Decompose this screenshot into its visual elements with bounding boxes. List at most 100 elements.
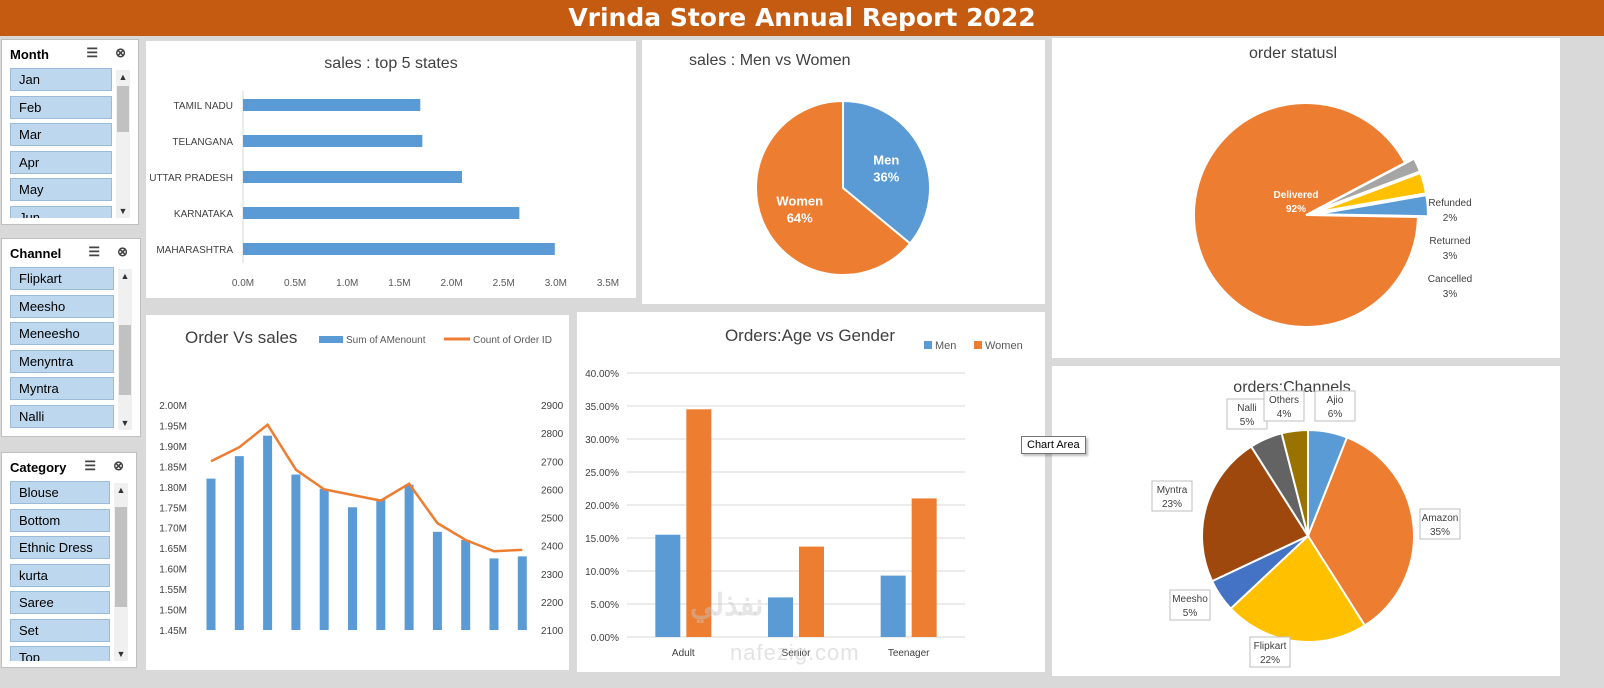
scroll-down-icon[interactable]: ▼ — [114, 647, 128, 661]
y-tick-label: 25.00% — [585, 468, 619, 479]
order-status-pie-chart: order statusl Delivered 92% Refunded 2% Retur… — [1193, 45, 1472, 328]
orders-channels-pie-chart: orders:ChannelsAjio6%Amazon35%Flipkart22… — [1151, 379, 1461, 668]
bar — [376, 499, 386, 630]
bar — [655, 534, 681, 637]
scroll-thumb[interactable] — [115, 507, 127, 607]
y-tick-label: 2.00M — [159, 401, 187, 412]
category-slicer[interactable]: Category ☰ ⊗ Blouse Bottom Ethnic Dress … — [1, 452, 137, 668]
y-tick-label: 1.85M — [159, 462, 187, 473]
gender-chart-panel[interactable]: sales : Men vs Women Men 36% Women 64% — [642, 40, 1045, 304]
slicer-item[interactable]: Saree — [10, 591, 110, 614]
multi-select-icon[interactable]: ☰ — [86, 45, 98, 60]
chart-area-tooltip: Chart Area — [1021, 436, 1086, 454]
clear-filter-icon[interactable]: ⊗ — [113, 458, 124, 473]
bar — [206, 478, 216, 630]
slice-value-label: 6% — [1328, 409, 1343, 420]
slicer-item[interactable]: Ethnic Dress — [10, 536, 110, 559]
order-vs-sales-chart: Order Vs sales Sum of AMenount Count of Or… — [159, 328, 564, 637]
slicer-item[interactable]: Feb — [10, 95, 112, 119]
y-tick-label: 30.00% — [585, 435, 619, 446]
slice-label: Cancelled — [1428, 274, 1472, 285]
scroll-down-icon[interactable]: ▼ — [118, 416, 132, 430]
legend-label: Count of Order ID — [473, 335, 552, 346]
channel-slicer[interactable]: Channel ☰ ⊗ Flipkart Meesho Meneesho Men… — [1, 238, 141, 437]
legend-swatch — [924, 341, 932, 349]
slicer-item[interactable]: Top — [10, 646, 110, 661]
channel-scrollbar[interactable]: ▲ ▼ — [118, 269, 132, 430]
chart-title: sales : top 5 states — [324, 55, 457, 72]
y2-tick-label: 2600 — [541, 485, 564, 496]
slice-value-label: 5% — [1183, 608, 1198, 619]
slicer-item[interactable]: Apr — [10, 150, 112, 174]
slice-value-label: 5% — [1240, 417, 1255, 428]
bar — [489, 558, 499, 630]
slice-value-label: 36% — [873, 170, 899, 185]
label-box — [1314, 390, 1356, 422]
pie-slice — [1315, 171, 1428, 214]
bar — [234, 456, 244, 630]
slicer-item[interactable]: Nalli — [10, 404, 114, 428]
scroll-up-icon[interactable]: ▲ — [114, 483, 128, 497]
scroll-thumb[interactable] — [119, 325, 131, 395]
month-slicer[interactable]: Month ☰ ⊗ Jan Feb Mar Apr May Jun ▲ ▼ — [1, 39, 139, 225]
agegender-chart-panel[interactable]: Orders:Age vs Gender Men Women 40.00% 35.00%… — [577, 312, 1045, 672]
slice-value-label: 92% — [1286, 204, 1306, 215]
scroll-up-icon[interactable]: ▲ — [116, 70, 130, 84]
report-title: Vrinda Store Annual Report 2022 — [0, 0, 1604, 36]
slice-label: Meesho — [1172, 594, 1208, 605]
y-tick-label: 35.00% — [585, 402, 619, 413]
scroll-up-icon[interactable]: ▲ — [118, 269, 132, 283]
chart-title: sales : Men vs Women — [689, 52, 851, 69]
slicer-item[interactable]: Set — [10, 618, 110, 642]
chart-title: Order Vs sales — [185, 328, 297, 347]
status-chart-panel[interactable]: order statusl Delivered 92% Refunded 2% Retur… — [1052, 38, 1560, 358]
pie-slice — [1315, 194, 1429, 218]
label-box — [1419, 508, 1461, 540]
slicer-item[interactable]: Meesho — [10, 294, 114, 318]
ordersales-chart-panel[interactable]: Order Vs sales Sum of AMenount Count of Or… — [146, 315, 569, 670]
y-tick-label: 1.70M — [159, 524, 187, 535]
slice-value-label: 22% — [1260, 655, 1280, 666]
watermark-arabic: نفذلي — [690, 589, 764, 622]
bar — [291, 474, 301, 630]
slice-label: Others — [1269, 395, 1299, 406]
scroll-thumb[interactable] — [117, 86, 129, 132]
y-tick-label: 1.50M — [159, 606, 187, 617]
slicer-item[interactable]: May — [10, 178, 112, 201]
slice-label: Delivered — [1273, 190, 1318, 201]
slicer-item[interactable]: Myntra — [10, 377, 114, 400]
x-tick-label: 1.0M — [336, 278, 358, 289]
scroll-down-icon[interactable]: ▼ — [116, 204, 130, 218]
y2-tick-label: 2200 — [541, 598, 564, 609]
x-tick-label: 3.5M — [597, 278, 619, 289]
slice-label: Myntra — [1157, 485, 1188, 496]
pie-slice — [1306, 436, 1415, 627]
category-label: MAHARASHTRA — [156, 245, 233, 256]
slicer-item[interactable]: Menyntra — [10, 349, 114, 373]
clear-filter-icon[interactable]: ⊗ — [117, 244, 128, 259]
category-label: TAMIL NADU — [174, 101, 233, 112]
slicer-item[interactable]: kurta — [10, 563, 110, 587]
pie-slice — [1193, 102, 1420, 328]
slicer-item[interactable]: Bottom — [10, 508, 110, 532]
slice-value-label: 35% — [1430, 527, 1450, 538]
multi-select-icon[interactable]: ☰ — [88, 244, 100, 259]
category-scrollbar[interactable]: ▲ ▼ — [114, 483, 128, 661]
slicer-item[interactable]: Mar — [10, 123, 112, 146]
top5-chart-panel[interactable]: sales : top 5 states 0.0M 0.5M 1.0M 1.5M 2.0M… — [146, 41, 636, 298]
age-vs-gender-chart: Orders:Age vs Gender Men Women 40.00% 35.00%… — [585, 326, 1023, 659]
y-tick-label: 1.55M — [159, 585, 187, 596]
slicer-item[interactable]: Blouse — [10, 481, 110, 504]
channels-chart-panel[interactable]: orders:Channels Ajio 6% Amazon 35% Flipkart 22… — [1052, 366, 1560, 676]
x-tick-label: Adult — [672, 648, 695, 659]
legend-label: Men — [935, 340, 956, 352]
slicer-item[interactable]: Jun — [10, 205, 112, 218]
label-box — [1169, 589, 1211, 621]
clear-filter-icon[interactable]: ⊗ — [115, 45, 126, 60]
multi-select-icon[interactable]: ☰ — [84, 458, 96, 473]
month-scrollbar[interactable]: ▲ ▼ — [116, 70, 130, 218]
y-tick-label: 5.00% — [591, 600, 619, 611]
slicer-item[interactable]: Flipkart — [10, 267, 114, 290]
slicer-item[interactable]: Meneesho — [10, 322, 114, 345]
slicer-item[interactable]: Jan — [10, 68, 112, 91]
